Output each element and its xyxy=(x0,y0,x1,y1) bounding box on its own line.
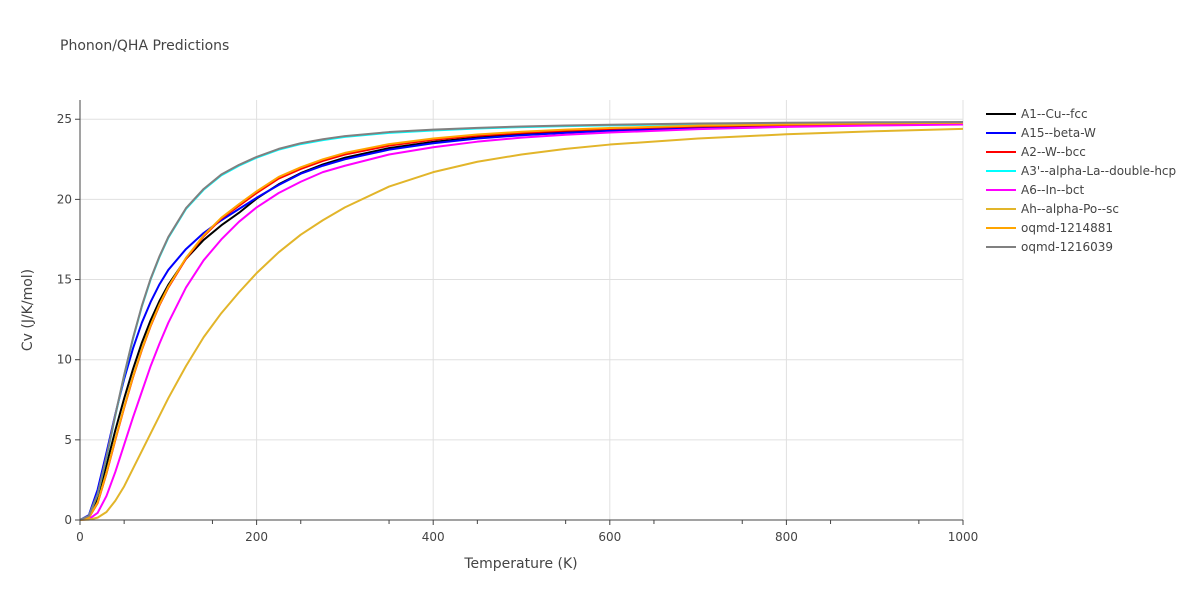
legend-item[interactable]: Ah--alpha-Po--sc xyxy=(986,202,1119,216)
legend[interactable]: A1--Cu--fcc A15--beta-W A2--W--bcc A3'--alp… xyxy=(986,107,1176,254)
series-line-oqmd-1214881[interactable] xyxy=(79,121,964,521)
legend-item[interactable]: oqmd-1214881 xyxy=(986,221,1113,235)
series-line-oqmd-1216039[interactable] xyxy=(79,120,964,521)
legend-item[interactable]: A2--W--bcc xyxy=(986,145,1086,159)
series-line-A6--In--bct[interactable] xyxy=(79,123,964,521)
tick-labels: 0 200 400 600 800 1000 0 5 10 15 20 25 xyxy=(57,112,979,544)
legend-label: A3'--alpha-La--double-hcp xyxy=(1021,164,1176,178)
y-axis-title: Cv (J/K/mol) xyxy=(20,269,36,351)
x-tick-label: 200 xyxy=(245,530,268,544)
x-tick-label: 600 xyxy=(598,530,621,544)
chart-title: Phonon/QHA Predictions xyxy=(60,38,229,54)
grid xyxy=(80,100,964,524)
legend-label: oqmd-1214881 xyxy=(1021,221,1113,235)
y-tick-label: 10 xyxy=(57,353,72,367)
axes xyxy=(79,100,963,521)
series-lines xyxy=(79,120,964,521)
legend-item[interactable]: A1--Cu--fcc xyxy=(986,107,1088,121)
legend-item[interactable]: A6--In--bct xyxy=(986,183,1085,197)
legend-label: A2--W--bcc xyxy=(1021,145,1086,159)
x-tick-label: 1000 xyxy=(948,530,979,544)
x-axis-title: Temperature (K) xyxy=(463,556,577,572)
y-tick-label: 5 xyxy=(64,433,72,447)
y-tick-label: 0 xyxy=(64,513,72,527)
legend-label: A6--In--bct xyxy=(1021,183,1085,197)
y-tick-label: 25 xyxy=(57,112,72,126)
legend-label: Ah--alpha-Po--sc xyxy=(1021,202,1119,216)
x-tick-label: 0 xyxy=(76,530,84,544)
legend-label: A1--Cu--fcc xyxy=(1021,107,1088,121)
legend-label: oqmd-1216039 xyxy=(1021,240,1113,254)
legend-item[interactable]: A3'--alpha-La--double-hcp xyxy=(986,164,1176,178)
series-line-Ah--alpha-Po--sc[interactable] xyxy=(79,127,964,521)
x-tick-label: 400 xyxy=(422,530,445,544)
legend-item[interactable]: oqmd-1216039 xyxy=(986,240,1113,254)
legend-label: A15--beta-W xyxy=(1021,126,1096,140)
legend-item[interactable]: A15--beta-W xyxy=(986,126,1096,140)
x-tick-label: 800 xyxy=(775,530,798,544)
y-tick-label: 20 xyxy=(57,192,72,206)
y-tick-label: 15 xyxy=(57,273,72,287)
